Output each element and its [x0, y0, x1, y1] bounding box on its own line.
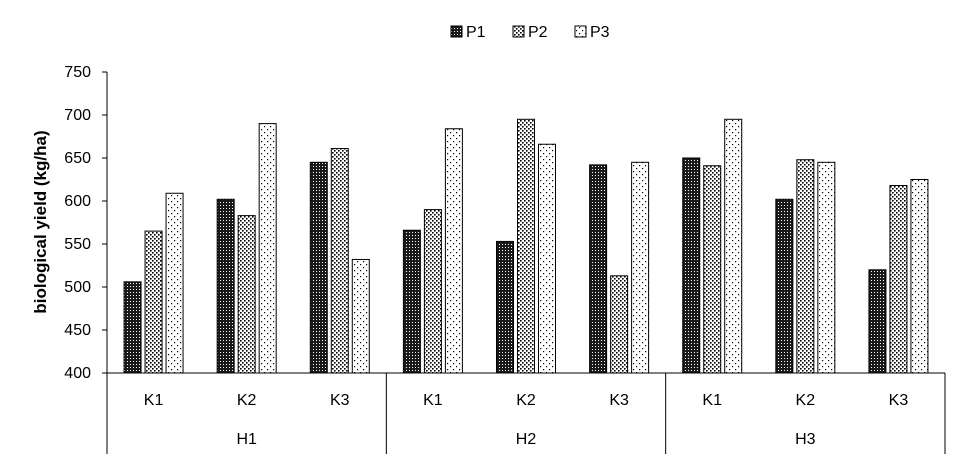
x-group-label: H3 [795, 431, 816, 448]
x-tick-label: K3 [889, 392, 909, 409]
bar-p1-h1-k2 [216, 198, 235, 374]
bar-p3-h1-k2 [258, 123, 277, 374]
y-axis: 400 450 500 550 600 650 700 750 [64, 64, 108, 382]
bar-p2-h3-k2 [796, 159, 815, 374]
x-group-label: H2 [516, 431, 537, 448]
legend-label: P1 [466, 24, 486, 41]
bar-p1-h3-k2 [775, 198, 794, 374]
bar-p2-h2-k3 [610, 275, 629, 374]
bar-p2-h1-k2 [237, 215, 256, 374]
legend-swatch [574, 25, 587, 38]
bars [123, 118, 929, 374]
x-tick-label: K1 [423, 392, 443, 409]
bar-p1-h2-k3 [589, 164, 608, 374]
bar-p1-h2-k1 [402, 229, 421, 374]
x-axis: K1 K2 K3 K1 K2 K3 K1 K2 K3 H1 H2 H3 [106, 372, 946, 454]
y-tick-label: 500 [64, 279, 91, 296]
x-tick-label: K1 [702, 392, 722, 409]
bar-p2-h2-k2 [517, 118, 535, 374]
y-tick-label: 600 [64, 193, 91, 210]
bar-p3-h2-k2 [538, 143, 556, 374]
bar-p3-h2-k3 [631, 161, 650, 374]
bar-p3-h3-k2 [817, 161, 836, 374]
x-tick-label: K3 [609, 392, 629, 409]
legend-swatch [512, 25, 525, 38]
x-tick-label: K2 [237, 392, 257, 409]
bar-p3-h3-k1 [724, 118, 743, 374]
bar-p3-h1-k3 [351, 258, 370, 374]
bar-p2-h3-k1 [703, 165, 722, 374]
legend-label: P2 [528, 24, 548, 41]
bar-p2-h2-k1 [423, 209, 442, 374]
bar-p2-h1-k1 [144, 230, 163, 374]
bar-p1-h2-k2 [496, 240, 514, 374]
bar-p3-h3-k3 [910, 179, 929, 374]
y-tick-label: 750 [64, 64, 91, 81]
y-tick-label: 400 [64, 365, 91, 382]
x-tick-label: K3 [330, 392, 350, 409]
bar-p2-h1-k3 [330, 148, 349, 374]
y-tick-label: 450 [64, 322, 91, 339]
bar-p1-h3-k3 [868, 269, 887, 374]
y-tick-label: 650 [64, 150, 91, 167]
x-tick-label: K1 [144, 392, 164, 409]
legend-swatch [450, 25, 463, 38]
x-tick-label: K2 [796, 392, 816, 409]
x-tick-label: K2 [516, 392, 536, 409]
bar-p3-h1-k1 [165, 192, 184, 374]
bar-p1-h3-k1 [682, 157, 701, 374]
bar-p3-h2-k1 [444, 128, 463, 374]
y-tick-label: 700 [64, 107, 91, 124]
x-group-label: H1 [236, 431, 257, 448]
bar-p1-h1-k1 [123, 281, 142, 374]
legend: P1 P2 P3 [450, 24, 610, 41]
legend-label: P3 [590, 24, 610, 41]
bar-p2-h3-k3 [889, 185, 908, 374]
y-axis-label: biological yield (kg/ha) [31, 130, 50, 313]
bar-p1-h1-k3 [309, 161, 328, 374]
y-tick-label: 550 [64, 236, 91, 253]
